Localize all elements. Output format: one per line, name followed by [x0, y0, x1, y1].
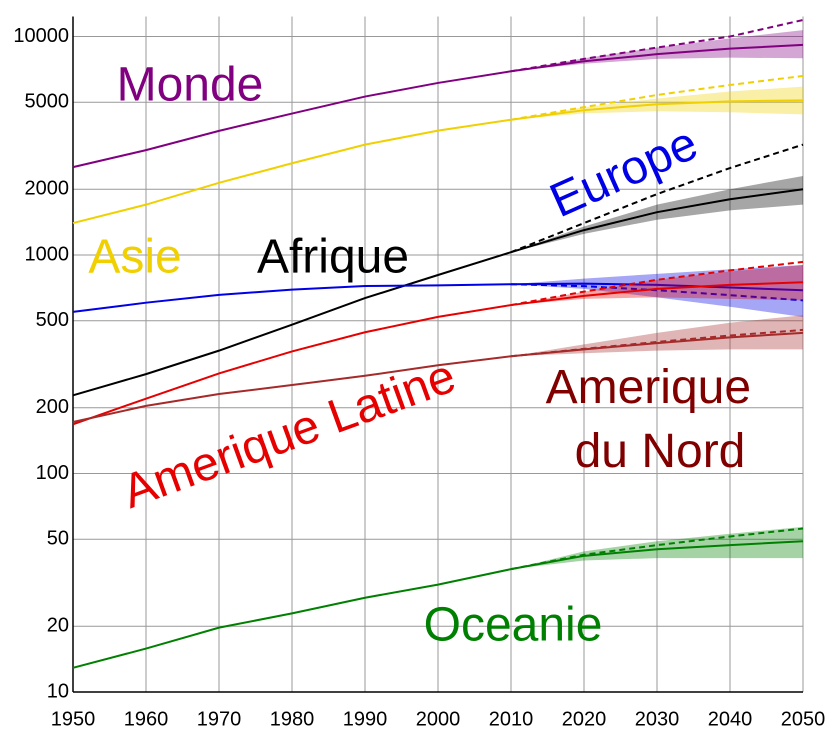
x-tick-label: 1980 [270, 708, 315, 730]
series-line [72, 540, 804, 669]
x-tick-label: 1970 [197, 708, 242, 730]
uncertainty-band [511, 175, 803, 253]
label-line: du Nord [575, 425, 746, 478]
x-tick-label: 2020 [562, 708, 607, 730]
series-line [72, 43, 804, 169]
y-tick-label: 500 [36, 309, 69, 331]
x-tick-label: 1960 [124, 708, 169, 730]
y-tick-label: 20 [47, 615, 69, 637]
projection-high [510, 283, 804, 302]
series-line [72, 331, 804, 424]
x-tick-label: 1990 [343, 708, 388, 730]
series-label: Amerique Latine [116, 350, 463, 519]
y-tick-label: 1000 [25, 243, 70, 265]
series-line [72, 282, 804, 313]
uncertainty-band [511, 264, 803, 318]
series-label: Monde [117, 59, 264, 112]
y-tick-label: 2000 [25, 178, 70, 200]
y-tick-label: 100 [36, 462, 69, 484]
series-line [72, 188, 804, 397]
y-tick-label: 10 [47, 680, 69, 702]
y-tick-label: 200 [36, 396, 69, 418]
projection-high [510, 143, 804, 254]
series-label: Amerique du Nord [546, 361, 765, 478]
uncertainty-band [511, 86, 803, 120]
y-tick-label: 50 [47, 528, 69, 550]
x-tick-label: 2050 [781, 708, 826, 730]
series-label: Asie [88, 231, 181, 284]
projection-high [510, 328, 804, 358]
y-tick-label: 5000 [25, 91, 70, 113]
series-line [72, 281, 804, 426]
y-tick-label: 10000 [13, 25, 69, 47]
series-label: Afrique [257, 231, 409, 284]
x-tick-label: 2010 [489, 708, 534, 730]
series-label: Oceanie [424, 599, 603, 652]
series-line [72, 99, 804, 225]
x-tick-label: 1950 [51, 708, 96, 730]
x-tick-label: 2040 [708, 708, 753, 730]
x-tick-label: 2000 [416, 708, 461, 730]
label-line: Amerique [546, 361, 765, 414]
x-tick-label: 2030 [635, 708, 680, 730]
uncertainty-band [511, 315, 803, 357]
